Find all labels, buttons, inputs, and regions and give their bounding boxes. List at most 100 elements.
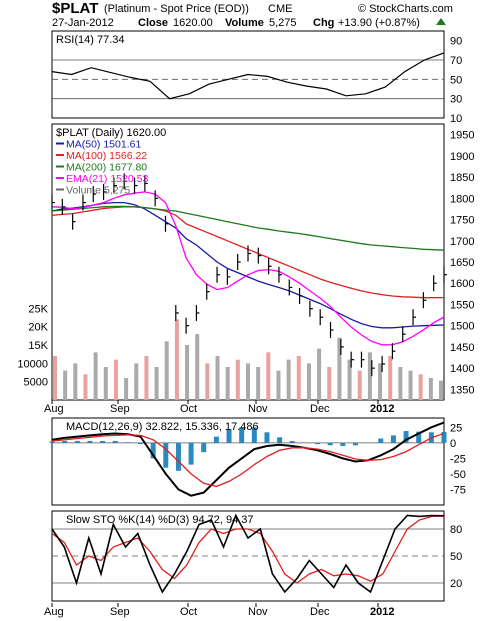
volume-bar [439, 380, 443, 400]
volume-tick-label: 10000 [17, 358, 48, 370]
volume-bar [337, 337, 342, 400]
stochastic-tick-label: 80 [450, 524, 462, 536]
volume-bar [428, 378, 433, 400]
price-ma-line [51, 205, 445, 251]
price-tick-label: 1500 [450, 321, 474, 333]
x-tick-label: Nov [248, 606, 268, 618]
macd-panel: MACD(12,26,9) 32.822, 15.336, 17.486 25 0 -… [49, 417, 466, 506]
stochastic-panel: Slow STO %K(14) %D(3) 94.72, 94.37 80 50 20… [44, 510, 462, 618]
volume-bar [367, 352, 372, 400]
macd-histogram-bar [251, 427, 257, 443]
volume-tick-label: 25K [28, 303, 48, 315]
volume-bar [124, 378, 129, 400]
macd-histogram-bar [441, 431, 447, 443]
macd-histogram-bar [138, 442, 144, 445]
volume-label: Volume [225, 17, 264, 29]
rsi-legend: RSI(14) 77.34 [56, 34, 124, 46]
rsi-line [51, 52, 445, 100]
price-tick-label: 1700 [450, 236, 474, 248]
macd-histogram-bar [62, 440, 68, 443]
volume-bar [408, 370, 413, 400]
volume-bar [103, 367, 108, 400]
price-tick-label: 1800 [450, 193, 474, 205]
volume-bar [256, 367, 261, 400]
stochastic-k-line [51, 513, 445, 594]
volume-bar [276, 370, 281, 400]
stochastic-tick-label: 50 [450, 551, 462, 563]
macd-histogram-bar [125, 442, 131, 443]
macd-histogram-bar [416, 431, 422, 443]
volume-bar [83, 374, 88, 400]
volume-tick-label: 20K [28, 322, 48, 334]
macd-line [51, 421, 445, 497]
price-ma-line [51, 201, 445, 329]
volume-bar [63, 370, 68, 400]
macd-histogram-bar [49, 441, 55, 443]
x-tick-label: Nov [248, 403, 268, 415]
rsi-frame [51, 30, 445, 119]
rsi-tick-label: 50 [450, 74, 462, 86]
volume-bar [225, 367, 230, 400]
price-tick-label: 1950 [450, 130, 474, 142]
macd-tick-label: -25 [450, 453, 466, 465]
x-tick-label: 2012 [370, 403, 394, 415]
macd-histogram-bar [175, 442, 181, 471]
macd-histogram-bar [112, 440, 118, 443]
price-tick-label: 1400 [450, 363, 474, 375]
rsi-tick-label: 90 [450, 36, 462, 48]
price-tick-label: 1850 [450, 172, 474, 184]
chart-exchange: CME [268, 3, 292, 15]
volume-bar [317, 348, 322, 400]
rsi-tick-label: 10 [450, 113, 462, 125]
stochastic-legend: Slow STO %K(14) %D(3) 94.72, 94.37 [66, 514, 254, 526]
chg-label: Chg [313, 17, 334, 29]
volume-bar [266, 352, 271, 400]
price-ma-line [51, 191, 445, 346]
x-tick-label: 2012 [370, 606, 394, 618]
stochastic-d-line [51, 515, 445, 584]
x-tick-label: Oct [180, 606, 197, 618]
macd-tick-label: -75 [450, 484, 466, 496]
volume-bar [164, 341, 169, 400]
x-tick-label: Aug [44, 606, 64, 618]
macd-tick-label: 25 [450, 422, 462, 434]
macd-histogram-bar [87, 440, 93, 443]
price-legend-entry: MA(100) 1566.22 [66, 150, 147, 162]
macd-tick-label: 0 [450, 438, 456, 450]
macd-signal-line [51, 432, 445, 488]
x-tick-label: Oct [180, 403, 197, 415]
price-tick-label: 1900 [450, 151, 474, 163]
volume-bar [235, 359, 240, 400]
macd-histogram-bar [188, 442, 194, 465]
macd-histogram-bar [100, 440, 106, 443]
volume-value: 5,275 [269, 17, 297, 29]
macd-histogram-bar [226, 429, 232, 443]
up-arrow-icon [436, 18, 446, 25]
close-label: Close [138, 17, 168, 29]
x-tick-label: Dec [310, 606, 330, 618]
volume-bar [378, 363, 383, 400]
chart-instrument-name: (Platinum - Spot Price (EOD)) [104, 3, 249, 15]
macd-histogram-bar [74, 440, 80, 443]
macd-histogram-bar [213, 436, 219, 443]
volume-bar [296, 356, 301, 400]
volume-bar [73, 363, 78, 400]
macd-histogram-bar [390, 435, 396, 443]
chart-date: 27-Jan-2012 [52, 17, 114, 29]
price-tick-label: 1650 [450, 257, 474, 269]
volume-bar [205, 363, 210, 400]
macd-histogram-bar [403, 431, 409, 443]
volume-tick-label: 15K [28, 340, 48, 352]
x-tick-label: Sep [110, 606, 130, 618]
macd-histogram-bar [352, 442, 358, 446]
volume-bar [113, 359, 118, 400]
volume-bar [195, 334, 200, 400]
volume-bar [185, 345, 190, 400]
stochastic-tick-label: 20 [450, 578, 462, 590]
volume-bar [215, 356, 220, 400]
macd-histogram-bar [277, 437, 283, 443]
price-tick-label: 1550 [450, 299, 474, 311]
macd-histogram-bar [264, 432, 270, 443]
x-tick-label: Sep [110, 403, 130, 415]
